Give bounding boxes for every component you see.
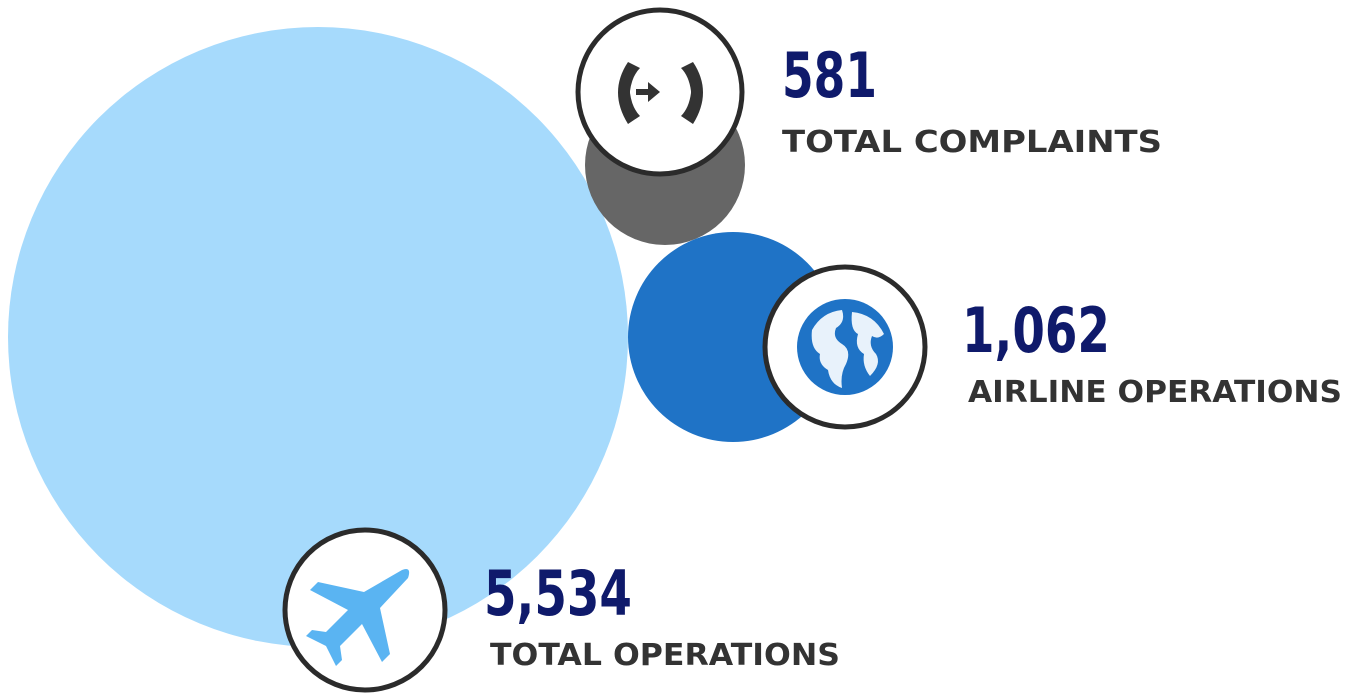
stat-label: TOTAL OPERATIONS (490, 638, 840, 673)
stat-value: 581 (782, 39, 877, 112)
stat-value: 1,062 (962, 294, 1110, 367)
stat-value: 5,534 (484, 557, 632, 630)
phone-icon (575, 7, 745, 177)
stat-label: AIRLINE OPERATIONS (968, 375, 1342, 410)
total-operations-bubble (8, 27, 628, 647)
stat-label: TOTAL COMPLAINTS (782, 125, 1162, 160)
plane-icon (282, 527, 448, 693)
globe-icon (762, 264, 928, 430)
